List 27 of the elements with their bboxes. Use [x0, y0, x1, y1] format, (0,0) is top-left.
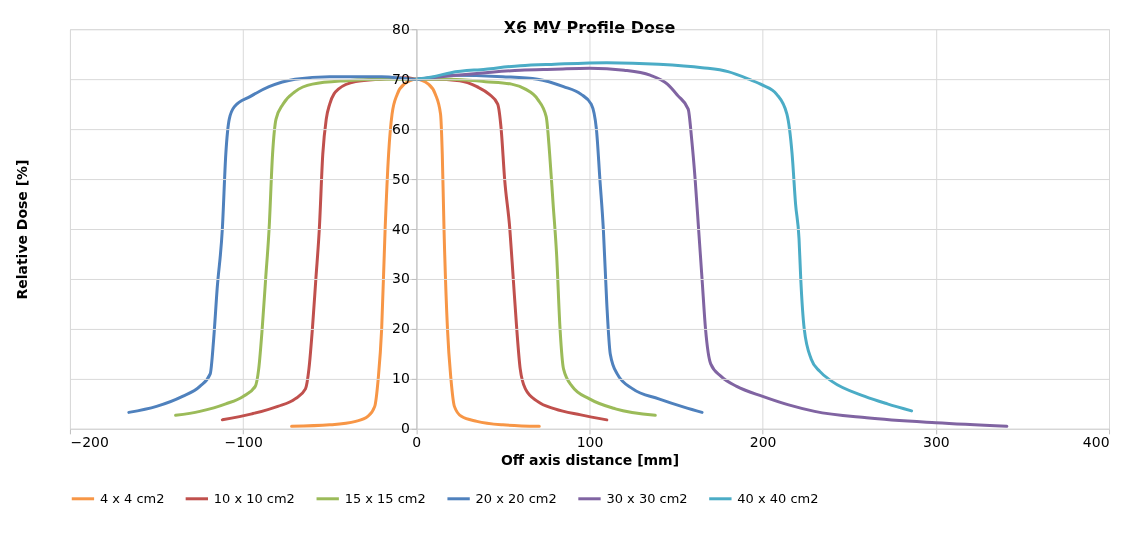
- x-tick-label: 300: [923, 434, 950, 451]
- legend-label: 20 x 20 cm2: [475, 490, 557, 506]
- line-series: [127, 73, 704, 414]
- legend-label: 40 x 40 cm2: [737, 490, 819, 506]
- y-tick-label: 0: [400, 420, 410, 437]
- y-tick-label: 50: [392, 170, 410, 187]
- x-tick-label: 200: [749, 434, 777, 451]
- y-tick-label: 80: [392, 20, 410, 37]
- legend-label: 4 x 4 cm2: [99, 490, 165, 506]
- x-tick-label: −100: [224, 434, 263, 451]
- legend-label: 15 x 15 cm2: [344, 490, 426, 506]
- x-axis-title: Off axis distance [mm]: [500, 452, 680, 469]
- chart-title: X6 MV Profile Dose: [503, 18, 676, 38]
- x-tick-label: 400: [1082, 434, 1110, 451]
- y-tick-label: 60: [392, 120, 410, 137]
- y-tick-label: 40: [392, 220, 410, 237]
- line-series: [414, 61, 914, 413]
- legend-label: 30 x 30 cm2: [606, 490, 688, 506]
- legend-label: 10 x 10 cm2: [213, 490, 295, 506]
- x-tick-label: 100: [576, 434, 604, 451]
- y-tick-label: 20: [392, 320, 410, 337]
- x-tick-label: −200: [70, 434, 109, 451]
- x-tick-label: 0: [412, 434, 422, 451]
- y-tick-label: 30: [392, 270, 410, 287]
- y-axis-title: Relative Dose [%]: [14, 159, 31, 300]
- line-series: [220, 76, 609, 422]
- y-tick-label: 10: [392, 370, 410, 387]
